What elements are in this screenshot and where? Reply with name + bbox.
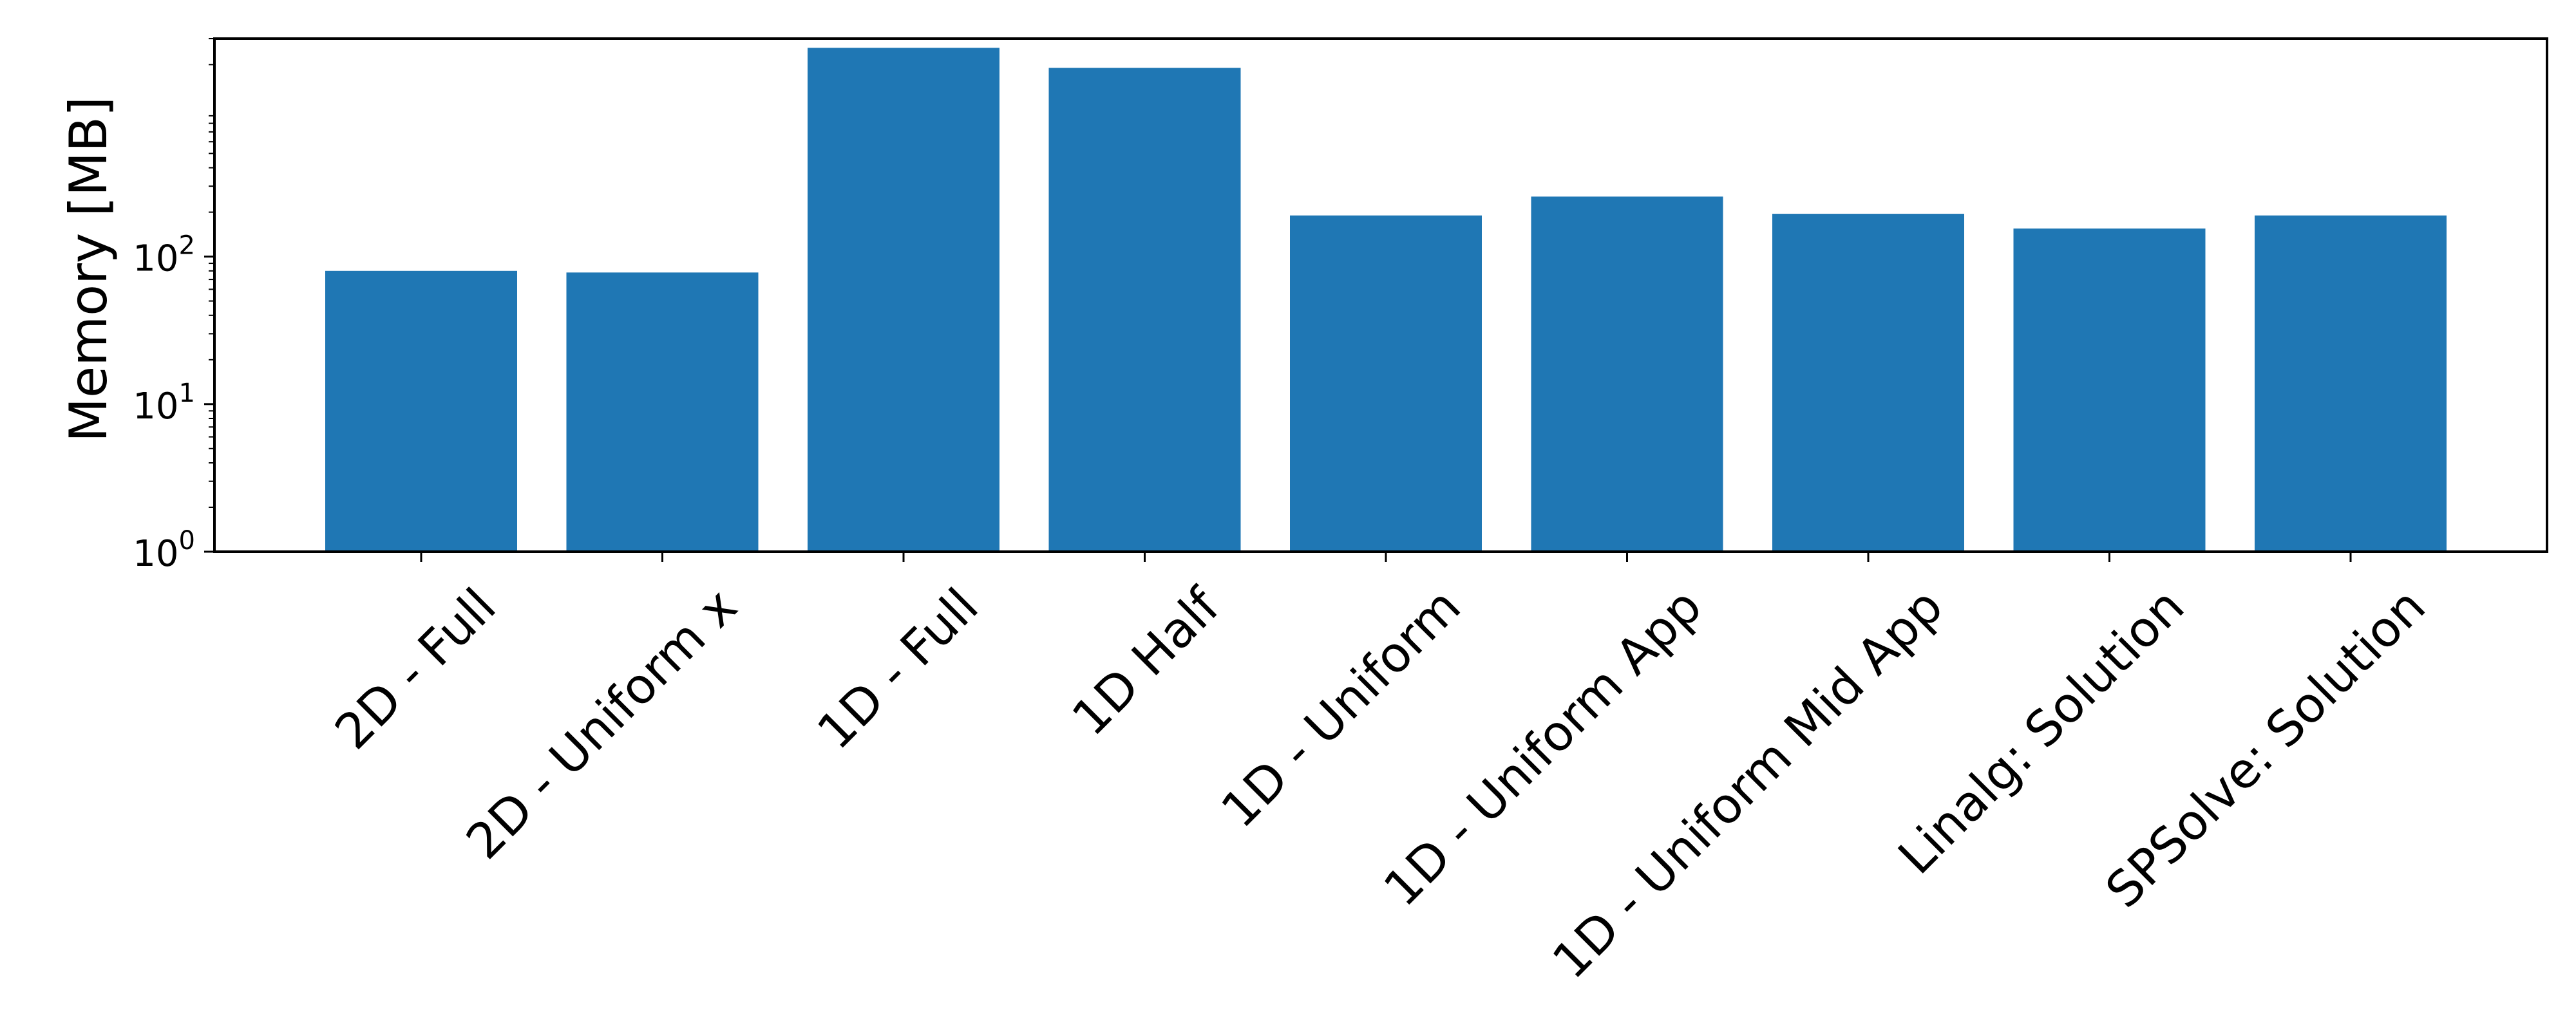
x-tick-label: 2D - Full <box>324 577 507 760</box>
bar-4 <box>1290 215 1482 552</box>
x-tick-label: 1D - Uniform Mid App <box>1541 577 1953 989</box>
plot-frame <box>213 37 2548 553</box>
y-axis-label: Memory [MB] <box>59 97 118 442</box>
x-tick-label: 1D - Full <box>806 577 989 760</box>
bar-1 <box>566 272 759 552</box>
y-tick-label: 101 <box>133 379 195 427</box>
bar-6 <box>1772 214 1964 552</box>
bar-3 <box>1048 68 1241 552</box>
y-tick-label: 100 <box>133 526 195 575</box>
x-tick-label: 1D - Uniform <box>1210 577 1472 839</box>
bar-7 <box>2013 228 2206 552</box>
y-tick-label: 102 <box>133 231 195 280</box>
bar-0 <box>325 270 517 552</box>
y-axis-ticks: 100 101 102 <box>133 38 214 575</box>
bar-5 <box>1531 196 1723 552</box>
bars-group <box>325 48 2447 552</box>
bar-2 <box>808 48 999 552</box>
bar-8 <box>2255 215 2447 552</box>
x-tick-label: 1D Half <box>1061 576 1231 746</box>
